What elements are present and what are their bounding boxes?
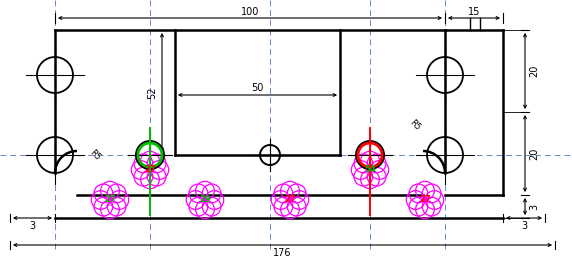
Text: R5: R5 bbox=[408, 118, 422, 132]
Text: 27: 27 bbox=[144, 165, 156, 174]
Text: 29: 29 bbox=[199, 196, 211, 205]
Text: 20: 20 bbox=[529, 65, 539, 77]
Text: 176: 176 bbox=[273, 248, 292, 258]
Text: 3: 3 bbox=[29, 221, 35, 231]
Text: 20: 20 bbox=[529, 147, 539, 160]
Text: 50: 50 bbox=[251, 83, 264, 93]
Text: R5: R5 bbox=[88, 148, 102, 162]
Text: 100: 100 bbox=[241, 7, 259, 17]
Text: 52: 52 bbox=[147, 86, 157, 99]
Text: 27: 27 bbox=[104, 196, 116, 205]
Text: 27: 27 bbox=[284, 196, 296, 205]
Text: 54: 54 bbox=[364, 165, 376, 174]
Text: 3: 3 bbox=[529, 203, 539, 210]
Text: 15: 15 bbox=[468, 7, 480, 17]
Text: 27: 27 bbox=[419, 196, 431, 205]
Text: 3: 3 bbox=[521, 221, 527, 231]
